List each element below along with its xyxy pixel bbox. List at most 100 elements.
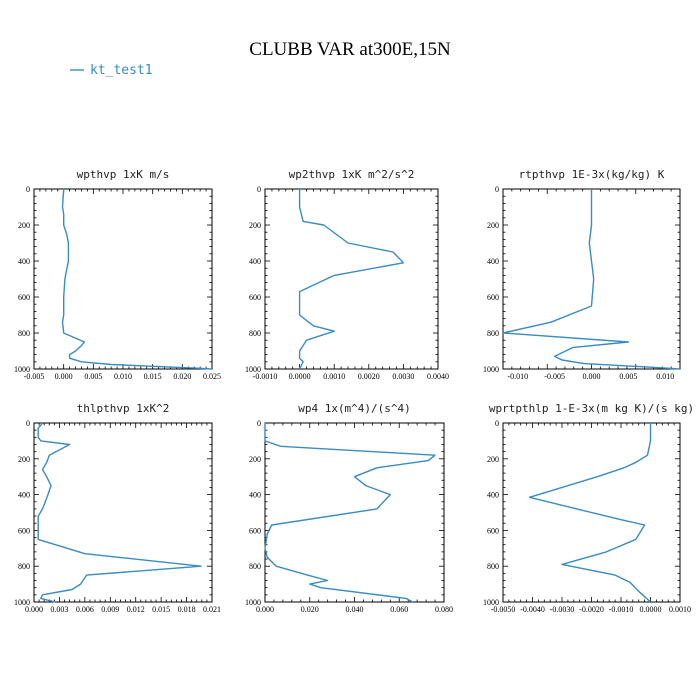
x-tick-label: 0.020 xyxy=(173,372,191,381)
series-line-kt_test1 xyxy=(528,423,652,603)
y-tick-label: 800 xyxy=(249,562,261,571)
series-line-kt_test1 xyxy=(298,189,405,370)
x-tick-label: 0.020 xyxy=(301,605,319,614)
y-tick-label: 1000 xyxy=(14,365,30,374)
x-tick-label: 0.000 xyxy=(55,372,73,381)
y-tick-label: 600 xyxy=(249,526,261,535)
y-tick-label: 400 xyxy=(487,491,499,500)
x-tick-label: 0.0000 xyxy=(289,372,311,381)
x-tick-label: 0.0030 xyxy=(392,372,414,381)
plot-frame xyxy=(33,188,213,370)
x-tick-label: 0.021 xyxy=(203,605,221,614)
x-tick-label: 0.006 xyxy=(76,605,94,614)
y-tick-label: 800 xyxy=(18,329,30,338)
y-tick-label: 600 xyxy=(249,293,261,302)
y-tick-label: 600 xyxy=(487,526,499,535)
figure-title: CLUBB VAR at300E,15N xyxy=(249,39,451,60)
x-tick-label: 0.010 xyxy=(656,372,674,381)
panel-title: thlpthvp 1xK^2 xyxy=(77,402,170,415)
x-tick-label: -0.005 xyxy=(544,372,565,381)
x-tick-label: 0.080 xyxy=(435,605,453,614)
y-tick-label: 600 xyxy=(487,293,499,302)
plot-frame xyxy=(33,422,213,603)
x-tick-label: 0.000 xyxy=(25,605,43,614)
x-tick-label: 0.015 xyxy=(144,372,162,381)
series-line-kt_test1 xyxy=(264,423,436,603)
x-tick-label: -0.0010 xyxy=(609,605,634,614)
panel-1: wpthvp 1xK m/s -0.005 0.000 0.005 0.010 0.015… xyxy=(14,168,221,381)
x-tick-label: 0.040 xyxy=(346,605,364,614)
x-tick-label: 0.003 xyxy=(50,605,68,614)
y-tick-label: 800 xyxy=(249,329,261,338)
x-tick-label: 0.000 xyxy=(583,372,601,381)
y-tick-label: 1000 xyxy=(245,598,261,607)
x-tick-label: 0.0000 xyxy=(640,605,662,614)
x-tick-label: 0.005 xyxy=(84,372,102,381)
y-tick-label: 200 xyxy=(487,221,499,230)
y-tick-label: 600 xyxy=(18,526,30,535)
panel-title: wpthvp 1xK m/s xyxy=(77,168,170,181)
x-tick-label: 0.009 xyxy=(101,605,119,614)
panel-title: wp4 1x(m^4)/(s^4) xyxy=(298,402,411,415)
y-tick-label: 600 xyxy=(18,293,30,302)
x-tick-label: 0.060 xyxy=(390,605,408,614)
y-tick-label: 200 xyxy=(487,455,499,464)
panel-4: thlpthvp 1xK^2 0.000 0.003 0.006 0.009 0.012 0… xyxy=(14,402,221,614)
y-tick-label: 200 xyxy=(18,455,30,464)
series-line-kt_test1 xyxy=(61,188,213,370)
x-tick-label: -0.0010 xyxy=(253,372,278,381)
y-tick-label: 0 xyxy=(495,419,499,428)
y-tick-label: 200 xyxy=(18,221,30,230)
panel-title: rtpthvp 1E-3x(kg/kg) K xyxy=(519,168,665,181)
panel-title: wp2thvp 1xK m^2/s^2 xyxy=(289,168,415,181)
y-tick-label: 400 xyxy=(249,491,261,500)
y-tick-label: 800 xyxy=(487,562,499,571)
y-tick-label: 800 xyxy=(487,329,499,338)
x-tick-label: -0.0020 xyxy=(579,605,604,614)
y-tick-label: 0 xyxy=(26,185,30,194)
y-tick-label: 1000 xyxy=(245,365,261,374)
x-tick-label: -0.010 xyxy=(507,372,528,381)
y-tick-label: 400 xyxy=(18,257,30,266)
y-tick-label: 400 xyxy=(18,491,30,500)
x-tick-label: 0.0010 xyxy=(669,605,691,614)
y-tick-label: 0 xyxy=(257,185,261,194)
x-tick-label: 0.012 xyxy=(127,605,145,614)
y-tick-label: 200 xyxy=(249,455,261,464)
x-tick-label: 0.025 xyxy=(203,372,221,381)
x-tick-label: 0.0020 xyxy=(358,372,380,381)
x-tick-label: -0.0030 xyxy=(550,605,575,614)
y-tick-label: 400 xyxy=(487,257,499,266)
x-tick-label: 0.010 xyxy=(114,372,132,381)
legend-label: kt_test1 xyxy=(90,63,153,78)
x-tick-label: 0.005 xyxy=(619,372,637,381)
y-tick-label: 400 xyxy=(249,257,261,266)
panel-3: rtpthvp 1E-3x(kg/kg) K -0.010 -0.005 0.000 0… xyxy=(483,168,681,381)
x-tick-label: -0.0050 xyxy=(491,605,516,614)
y-tick-label: 0 xyxy=(257,419,261,428)
panel-6: wprtpthlp 1-E-3x(m kg K)/(s kg) -0.0050 -0… xyxy=(483,402,694,614)
panel-title: wprtpthlp 1-E-3x(m kg K)/(s kg) xyxy=(489,402,694,415)
panels-grid: wpthvp 1xK m/s -0.005 0.000 0.005 0.010 0.015… xyxy=(14,168,694,614)
y-tick-label: 1000 xyxy=(483,365,499,374)
y-tick-label: 0 xyxy=(26,419,30,428)
x-tick-label: -0.005 xyxy=(24,372,45,381)
y-tick-label: 200 xyxy=(249,221,261,230)
x-tick-label: 0.0040 xyxy=(427,372,449,381)
x-tick-label: 0.018 xyxy=(178,605,196,614)
y-tick-label: 1000 xyxy=(14,598,30,607)
x-tick-label: 0.000 xyxy=(256,605,274,614)
y-tick-label: 800 xyxy=(18,562,30,571)
x-tick-label: 0.015 xyxy=(152,605,170,614)
series-line-kt_test1 xyxy=(502,189,681,370)
y-tick-label: 1000 xyxy=(483,598,499,607)
panel-2: wp2thvp 1xK m^2/s^2 -0.0010 0.0000 0.0010 0.… xyxy=(245,168,449,381)
plot-frame xyxy=(264,188,439,370)
series-line-kt_test1 xyxy=(37,422,202,603)
x-tick-label: -0.0040 xyxy=(520,605,545,614)
y-tick-label: 0 xyxy=(495,185,499,194)
x-tick-label: 0.0010 xyxy=(323,372,345,381)
legend: kt_test1 xyxy=(70,63,153,78)
panel-5: wp4 1x(m^4)/(s^4) 0.000 0.020 0.040 0.060 0.0… xyxy=(245,402,453,614)
